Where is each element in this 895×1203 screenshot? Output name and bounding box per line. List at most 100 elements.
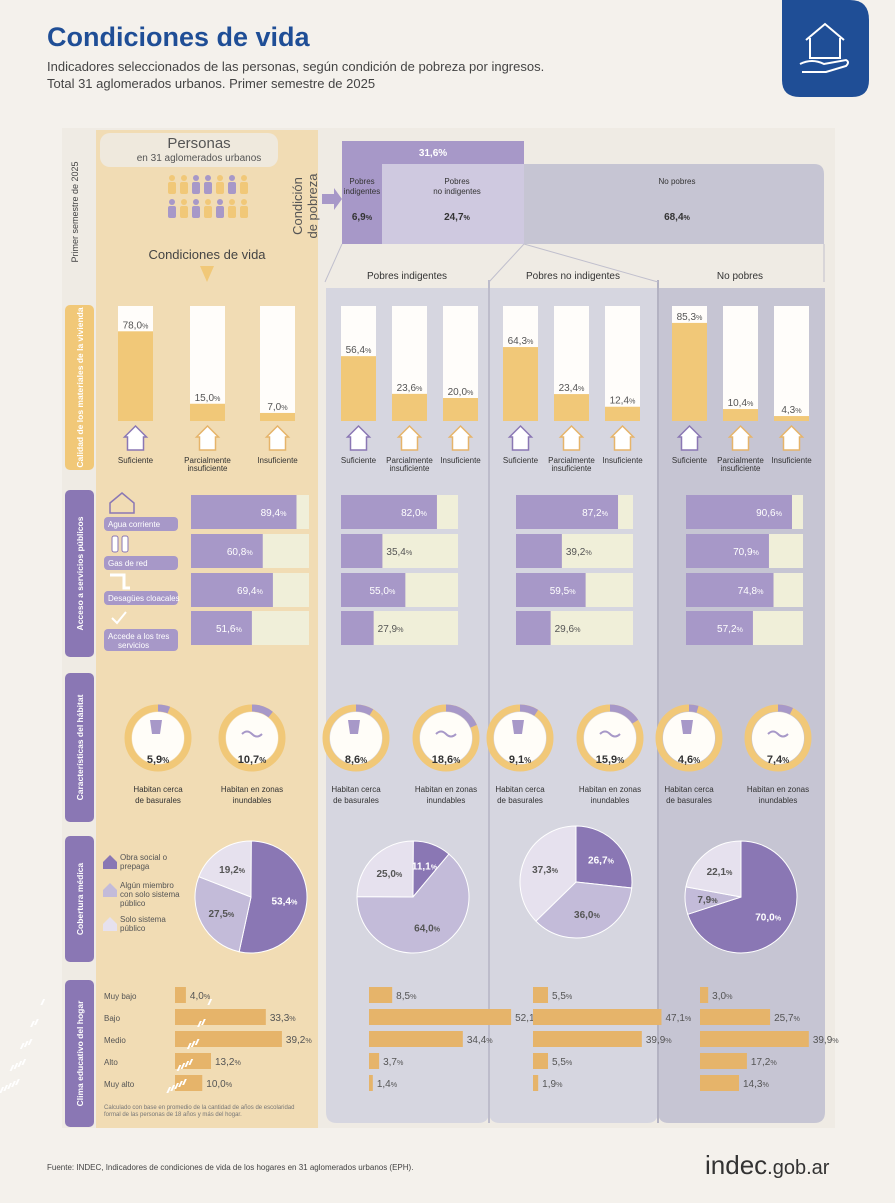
- book-stack-icon: [166, 1087, 172, 1093]
- faucet-icon: [109, 492, 135, 514]
- group-box-nonpoor: [524, 164, 824, 244]
- vivienda-bar-track: [774, 306, 809, 421]
- servicios-bar-label: 70,9%: [733, 547, 759, 558]
- house-icon: [396, 424, 423, 451]
- cobertura-legend-swatch: [103, 855, 117, 869]
- clima-bar-label: 39,9%: [646, 1035, 672, 1046]
- group-value: 6,9%: [352, 212, 373, 223]
- house-icon: [507, 424, 534, 451]
- vivienda-bar-label: 85,3%: [677, 312, 703, 323]
- clima-bar-label: 10,0%: [206, 1079, 232, 1090]
- logo-house-shape: [805, 22, 845, 59]
- clima-category-label: Muy bajo: [104, 992, 137, 1001]
- house-icon: [447, 424, 474, 451]
- book-stack-icon: [178, 1081, 183, 1087]
- servicios-category-tag: [104, 629, 178, 651]
- servicios-bar-label: 55,0%: [369, 586, 395, 597]
- vivienda-bar: [774, 416, 809, 421]
- person-icon: [193, 175, 199, 181]
- book-stack-icon: [7, 1083, 12, 1089]
- vivienda-category-label: Insuficiente: [440, 456, 481, 465]
- servicios-category-label: Gas de red: [108, 559, 148, 568]
- vivienda-bar-track: [605, 306, 640, 421]
- person-icon-body: [216, 206, 224, 218]
- book-stack-icon: [30, 1021, 35, 1027]
- clima-bar: [533, 1075, 539, 1091]
- book-stack-icon: [19, 1043, 25, 1049]
- servicios-bar: [191, 611, 252, 645]
- book-stack-icon: [40, 999, 46, 1005]
- vivienda-category-label: Parcialmente: [386, 456, 433, 465]
- section-tab-vivienda: [65, 305, 94, 470]
- section-label-habitat: Características del hábitat: [75, 694, 85, 800]
- habitat-donut: [688, 704, 699, 713]
- vivienda-category-label-2: insuficiente: [389, 464, 430, 473]
- servicios-category-label-2: servicios: [118, 641, 149, 650]
- book-stack-icon: [188, 1059, 194, 1065]
- cobertura-slice: [356, 840, 414, 898]
- condition-label: Condición: [290, 177, 305, 235]
- group-box-indigent: [342, 164, 382, 244]
- vivienda-category-label: Suficiente: [118, 456, 154, 465]
- poverty-total-bar: [342, 141, 524, 164]
- vivienda-bar-track: [723, 306, 758, 421]
- habitat-donut: [777, 704, 794, 715]
- servicios-bar-label: 59,5%: [550, 586, 576, 597]
- vivienda-bar: [118, 331, 153, 421]
- funnel-lines: [324, 243, 825, 283]
- right-arrow-icon: [322, 188, 342, 210]
- habitat-value: 9,1%: [509, 754, 531, 766]
- person-icon-body: [240, 182, 248, 194]
- servicios-bar: [191, 495, 297, 529]
- vivienda-category-label-2: insuficiente: [720, 464, 761, 473]
- clima-bar-label: 1,4%: [377, 1079, 398, 1090]
- vivienda-category-label: Suficiente: [503, 456, 539, 465]
- habitat-label-2: de basurales: [333, 796, 379, 805]
- trash-icon: [348, 720, 360, 734]
- book-stack-icon: [23, 1041, 29, 1047]
- vivienda-bar-label: 56,4%: [346, 345, 372, 356]
- persons-label-box: [100, 133, 278, 167]
- house-icon: [345, 424, 372, 451]
- vivienda-bar: [341, 356, 376, 421]
- section-tab-clima: [65, 980, 94, 1127]
- vivienda-bar-label: 20,0%: [448, 387, 474, 398]
- house-icon: [194, 424, 221, 451]
- brand-name: indec: [705, 1150, 768, 1180]
- clima-bar: [175, 1031, 282, 1047]
- page-subtitle-2: Total 31 aglomerados urbanos. Primer sem…: [47, 76, 376, 91]
- vivienda-bar-label: 64,3%: [508, 336, 534, 347]
- pipe-icon: [110, 573, 130, 590]
- habitat-label: Habitan cerca: [331, 785, 381, 794]
- book-stack-icon: [190, 1041, 196, 1047]
- house-icon: [676, 424, 703, 451]
- book-stack-icon: [186, 1043, 192, 1049]
- servicios-bar-label: 35,4%: [386, 547, 412, 558]
- section-label-vivienda: Calidad de los materiales de la vivienda: [75, 307, 85, 467]
- vivienda-category-label: Suficiente: [341, 456, 377, 465]
- clima-bar-label: 3,7%: [383, 1057, 404, 1068]
- habitat-value: 10,7%: [238, 754, 266, 766]
- semester-label: Primer semestre de 2025: [70, 161, 80, 262]
- cobertura-label: 11,1%: [412, 861, 438, 872]
- section-tab-cobertura: [65, 836, 94, 962]
- cobertura-label: 36,0%: [574, 910, 600, 921]
- person-icon-body: [192, 182, 200, 194]
- servicios-bar-label: 51,6%: [216, 624, 242, 635]
- cobertura-legend-swatch: [103, 917, 117, 931]
- habitat-donut-center: [663, 712, 715, 764]
- book-stack-icon: [9, 1065, 15, 1071]
- book-stack-icon: [201, 1019, 206, 1025]
- vivienda-category-label-2: insuficiente: [187, 464, 228, 473]
- person-icon-body: [168, 182, 176, 194]
- cobertura-legend-text: Obra social o: [120, 853, 168, 862]
- servicios-bar-label: 29,6%: [555, 624, 581, 635]
- habitat-value: 4,6%: [678, 754, 700, 766]
- clima-bar: [700, 1075, 739, 1091]
- servicios-category-label: Accede a los tres: [108, 632, 169, 641]
- clima-bar-label: 8,5%: [396, 991, 417, 1002]
- trash-icon: [150, 720, 162, 734]
- servicios-bar-label: 87,2%: [582, 508, 608, 519]
- clima-bar-label: 5,5%: [552, 1057, 573, 1068]
